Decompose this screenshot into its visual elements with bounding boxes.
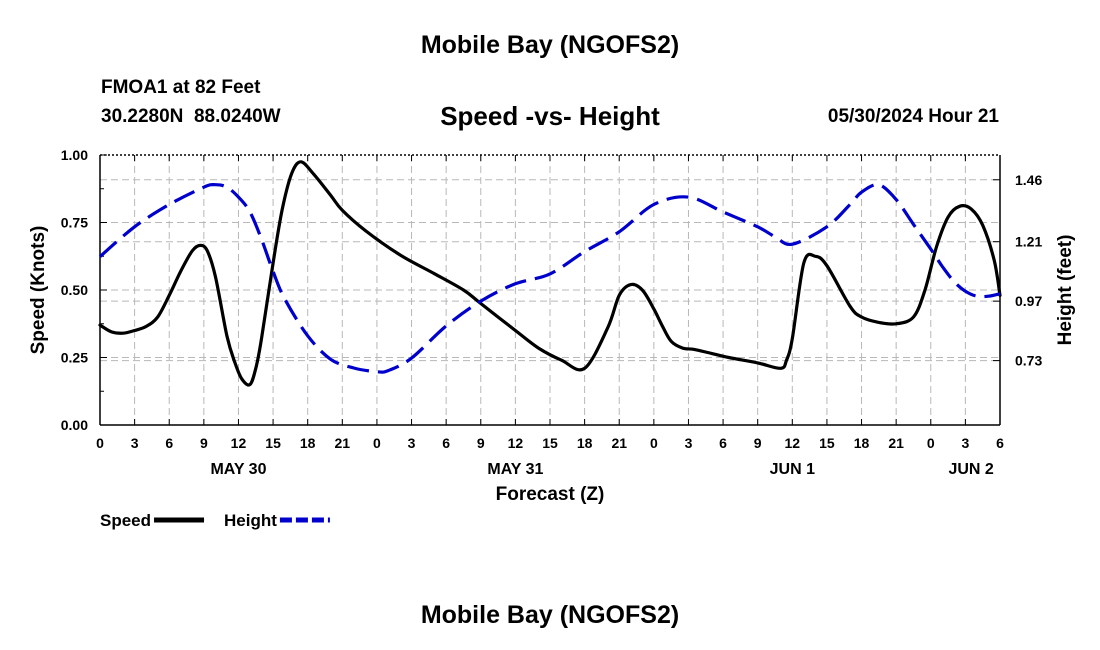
station-coordinates: 30.2280N 88.0240W <box>101 106 281 127</box>
x-tick-label: 0 <box>96 435 104 451</box>
x-tick-label: 3 <box>131 435 139 451</box>
page-title: Mobile Bay (NGOFS2) <box>420 31 680 59</box>
y-tick-label: 0.00 <box>61 417 88 433</box>
y-axis-title: Speed (Knots) <box>28 226 49 355</box>
x-tick-label: 9 <box>477 435 485 451</box>
y2-tick-label: 1.46 <box>1015 172 1042 188</box>
x-tick-label: 0 <box>373 435 381 451</box>
x-tick-label: 3 <box>961 435 969 451</box>
x-tick-label: 15 <box>265 435 281 451</box>
run-time: 05/30/2024 Hour 21 <box>827 106 999 127</box>
y-tick-label: 0.50 <box>61 282 88 298</box>
x-tick-label: 18 <box>577 435 593 451</box>
x-tick-label: 21 <box>888 435 904 451</box>
y-tick-label: 0.75 <box>61 215 88 231</box>
bottom-title: Mobile Bay (NGOFS2) <box>420 601 680 629</box>
x-tick-label: 9 <box>754 435 762 451</box>
y2-tick-label: 0.73 <box>1015 353 1042 369</box>
x-tick-label: 6 <box>996 435 1004 451</box>
series-line-speed <box>98 160 1002 387</box>
date-label: JUN 1 <box>770 461 815 478</box>
date-label: JUN 2 <box>948 461 993 478</box>
date-label: MAY 30 <box>210 461 266 478</box>
x-tick-label: 3 <box>685 435 693 451</box>
y2-tick-label: 0.97 <box>1015 293 1042 309</box>
x-tick-label: 6 <box>442 435 450 451</box>
chart-title: Speed -vs- Height <box>440 101 660 131</box>
y-tick-label: 0.25 <box>61 350 88 366</box>
station-name: FMOA1 at 82 Feet <box>101 77 261 98</box>
x-tick-label: 12 <box>785 435 801 451</box>
date-label: MAY 31 <box>487 461 543 478</box>
legend-label-speed: Speed <box>100 511 151 530</box>
x-tick-label: 6 <box>165 435 173 451</box>
x-tick-label: 21 <box>335 435 351 451</box>
x-tick-label: 15 <box>819 435 835 451</box>
x-tick-label: 12 <box>231 435 247 451</box>
x-tick-label: 0 <box>927 435 935 451</box>
x-tick-label: 6 <box>719 435 727 451</box>
legend-label-height: Height <box>224 511 277 530</box>
y2-axis-title: Height (feet) <box>1055 235 1076 346</box>
y-tick-label: 1.00 <box>61 147 88 163</box>
x-tick-label: 3 <box>408 435 416 451</box>
x-axis-title: Forecast (Z) <box>496 484 605 505</box>
x-tick-label: 18 <box>854 435 870 451</box>
x-tick-label: 0 <box>650 435 658 451</box>
x-tick-label: 21 <box>611 435 627 451</box>
x-tick-label: 18 <box>300 435 316 451</box>
x-tick-label: 15 <box>542 435 558 451</box>
series-line-height <box>98 182 1001 374</box>
y2-tick-label: 1.21 <box>1015 234 1042 250</box>
x-tick-label: 9 <box>200 435 208 451</box>
x-tick-label: 12 <box>508 435 524 451</box>
